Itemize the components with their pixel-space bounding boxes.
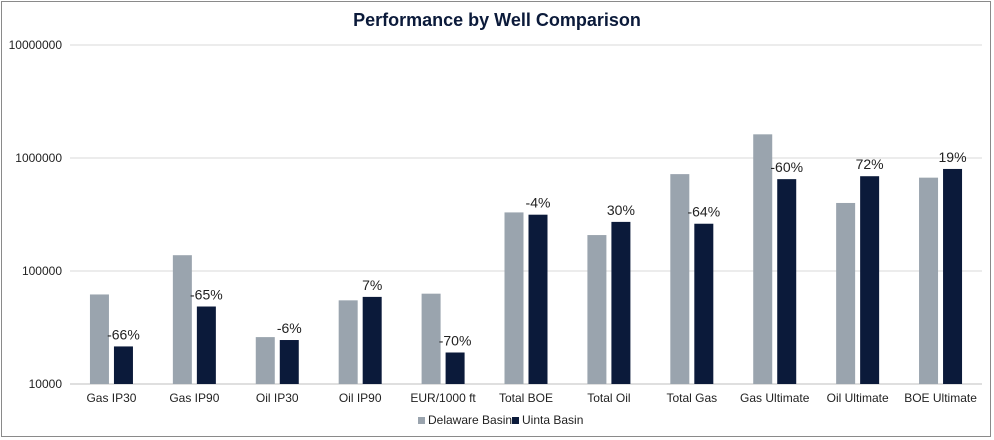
bar-uinta [611, 221, 631, 384]
data-label: -70% [439, 333, 472, 349]
bar-delaware [753, 134, 773, 384]
x-axis-categories: Gas IP30 Gas IP90 Oil IP30 Oil IP90 EUR/1000… [86, 391, 977, 405]
data-label: -60% [770, 159, 803, 175]
gridlines [70, 44, 982, 385]
y-tick-label: 10000 [29, 377, 63, 391]
x-category-label: Gas IP90 [169, 391, 219, 405]
bar-delaware [172, 255, 192, 384]
data-label: 7% [362, 277, 382, 293]
data-label: -64% [687, 204, 720, 220]
bar-uinta [943, 168, 963, 384]
bar-uinta [445, 352, 465, 384]
data-label: -6% [277, 320, 302, 336]
y-tick-label: 100000 [22, 264, 62, 278]
bar-delaware [338, 300, 358, 384]
bars [89, 134, 963, 384]
data-label: -4% [526, 195, 551, 211]
data-label: -66% [107, 326, 140, 342]
bar-uinta [777, 179, 797, 384]
bar-delaware [836, 202, 856, 384]
y-tick-label: 10000000 [9, 38, 63, 52]
chart-title: Performance by Well Comparison [353, 10, 641, 30]
x-category-label: EUR/1000 ft [410, 391, 476, 405]
data-labels: -66% -65% -6% 7% -70% -4% 30% -64% -60% 72% 19% [107, 149, 966, 349]
x-category-label: Total Oil [587, 391, 630, 405]
x-category-label: Oil IP30 [256, 391, 299, 405]
bar-delaware [919, 177, 939, 384]
bar-delaware [587, 235, 607, 384]
bar-uinta [528, 214, 548, 384]
legend-swatch [418, 417, 425, 424]
x-category-label: Oil IP90 [339, 391, 382, 405]
y-tick-label: 1000000 [15, 151, 62, 165]
x-category-label: Gas IP30 [86, 391, 136, 405]
bar-delaware [89, 294, 109, 384]
data-label: 30% [607, 202, 635, 218]
x-category-label: Total Gas [666, 391, 717, 405]
data-label: 19% [939, 149, 967, 165]
bar-uinta [196, 306, 216, 384]
bar-delaware [504, 212, 524, 384]
legend: Delaware Basin Uinta Basin [418, 413, 583, 427]
bar-uinta [362, 296, 382, 384]
bar-delaware [255, 337, 275, 384]
data-label: 72% [856, 156, 884, 172]
legend-label: Uinta Basin [522, 413, 583, 427]
data-label: -65% [190, 287, 223, 303]
bar-delaware [421, 293, 441, 384]
bar-uinta [113, 346, 133, 384]
legend-swatch [512, 417, 519, 424]
x-category-label: Gas Ultimate [740, 391, 810, 405]
legend-label: Delaware Basin [428, 413, 512, 427]
x-category-label: Oil Ultimate [827, 391, 889, 405]
x-category-label: Total BOE [499, 391, 553, 405]
bar-uinta [860, 176, 880, 384]
y-axis-ticks: 10000 100000 1000000 10000000 [9, 38, 63, 391]
x-category-label: BOE Ultimate [904, 391, 977, 405]
bar-uinta [279, 340, 299, 384]
bar-delaware [670, 174, 690, 384]
bar-uinta [694, 223, 714, 384]
